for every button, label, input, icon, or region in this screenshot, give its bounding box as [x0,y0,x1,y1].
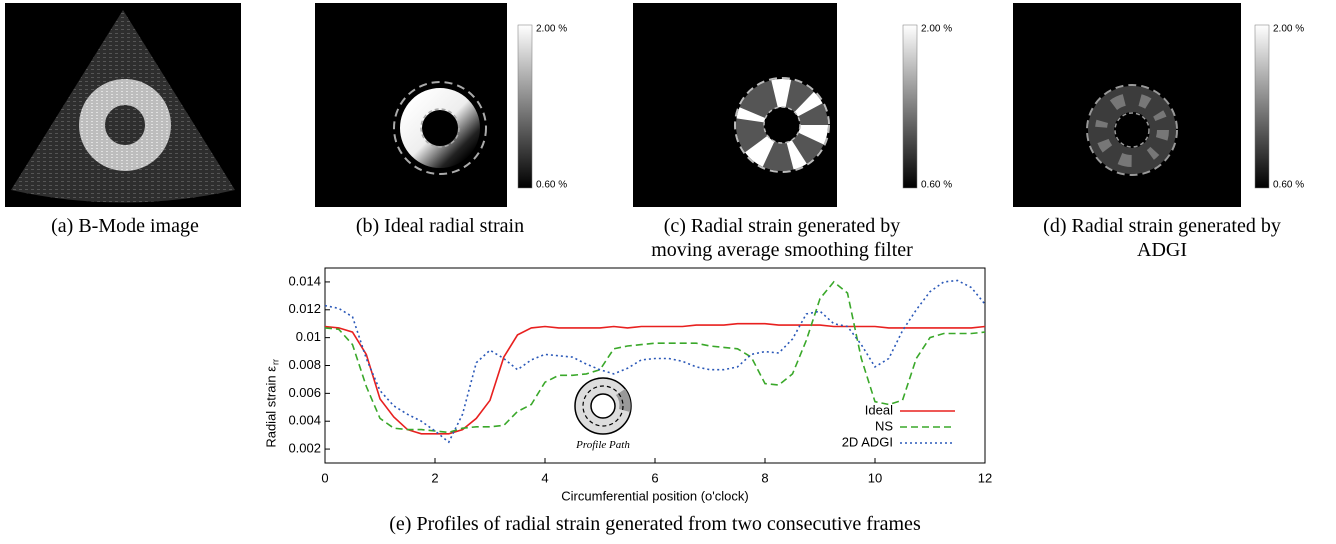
x-tick-label: 10 [868,470,882,485]
colorbar-min: 0.60 % [1273,180,1304,191]
legend-label: 2D ADGI [842,434,893,449]
colorbar-min: 0.60 % [536,180,567,191]
caption: (b) Ideal radial strain [356,215,524,237]
colorbar-min: 0.60 % [921,180,952,191]
panel-a-image [5,3,241,207]
y-tick-label: 0.01 [296,329,321,344]
x-tick-label: 0 [321,470,328,485]
inset-label: Profile Path [575,439,630,451]
y-tick-label: 0.002 [288,441,321,456]
y-axis-label: Radial strain ε rr [263,359,280,448]
y-axis-label-main: Radial strain ε [263,366,278,448]
x-tick-label: 12 [978,470,992,485]
panel-c-image [633,3,918,207]
y-tick-label: 0.004 [288,413,321,428]
y-axis-label-subscript: rr [270,359,280,365]
y-tick-label: 0.014 [288,273,321,288]
x-tick-label: 2 [431,470,438,485]
x-tick-label: 6 [651,470,658,485]
y-tick-label: 0.008 [288,357,321,372]
line-series [324,280,986,434]
colorbar-max: 2.00 % [1273,24,1304,35]
line-series [324,279,986,444]
x-axis-label: Circumferential position (o'clock) [561,488,748,503]
legend-label: Ideal [865,402,893,417]
caption: moving average smoothing filter [651,239,913,261]
panel-b-image [315,3,533,207]
y-tick-label: 0.012 [288,301,321,316]
inset-ring [574,377,632,435]
caption: (c) Radial strain generated by [664,215,901,237]
colorbar-max: 2.00 % [536,24,567,35]
caption: (d) Radial strain generated by [1043,215,1281,237]
x-tick-label: 8 [761,470,768,485]
legend-label: NS [875,418,893,433]
caption: ADGI [1137,239,1187,261]
x-tick-label: 4 [541,470,548,485]
line-series [324,322,986,435]
y-tick-label: 0.006 [288,385,321,400]
panel-d-image [1013,3,1270,207]
colorbar-max: 2.00 % [921,24,952,35]
caption: (e) Profiles of radial strain generated … [389,513,921,535]
caption: (a) B-Mode image [51,215,199,237]
